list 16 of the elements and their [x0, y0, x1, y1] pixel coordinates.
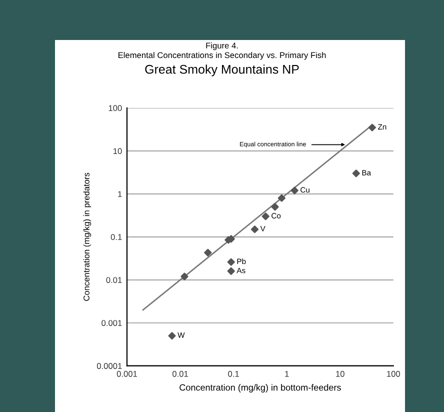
y-tick-label: 0.01 — [106, 277, 122, 283]
x-tick-label: 0.01 — [172, 370, 188, 377]
y-tick-label: 1 — [118, 191, 122, 197]
y-tick-label: 0.0001 — [96, 363, 122, 369]
y-tick-label: 10 — [113, 148, 122, 154]
x-tick-label: 100 — [387, 370, 400, 377]
y-axis-title: Concentration (mg/kg) in predators — [83, 172, 92, 301]
x-tick-label: 1 — [285, 371, 289, 377]
x-tick-label: 10 — [336, 370, 344, 377]
y-tick-label: 0.001 — [102, 320, 122, 326]
chart-subtitle: Great Smoky Mountains NP — [145, 64, 299, 76]
y-tick-label: 0.1 — [110, 234, 122, 240]
x-axis-title: Concentration (mg/kg) in bottom-feeders — [180, 384, 341, 392]
y-tick-label: 100 — [108, 105, 122, 112]
x-tick-label: 0.1 — [228, 370, 239, 377]
chart-title: Figure 4. Elemental Concentrations in Secondary vs. Primary Fish — [118, 42, 326, 60]
